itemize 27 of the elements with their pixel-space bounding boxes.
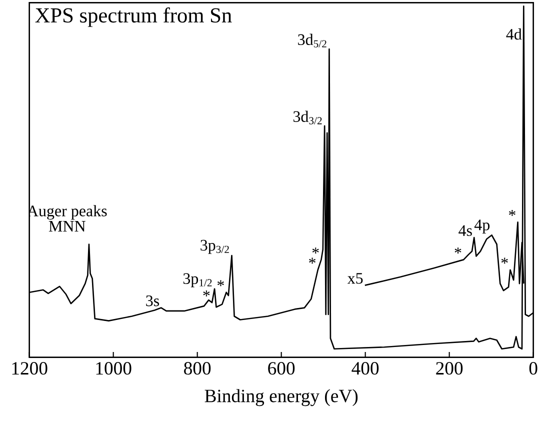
annotation: 3d$_{3/2}$ xyxy=(293,110,322,124)
annotation: x5 xyxy=(347,273,363,284)
annotation: 3p$_{1/2}$ xyxy=(183,273,212,288)
annotation: * xyxy=(217,280,224,286)
x-tick-label: 0 xyxy=(529,362,538,375)
x-tick-label: 1000 xyxy=(96,362,132,375)
x-axis-title: Binding energy (eV) xyxy=(204,389,358,406)
x-tick-label: 1200 xyxy=(12,362,48,375)
annotation: 3s xyxy=(146,295,160,306)
annotation: MNN xyxy=(48,221,86,232)
x-tick-label: 600 xyxy=(268,362,295,375)
chart-title: XPS spectrum from Sn xyxy=(35,7,232,27)
annotation: * xyxy=(312,248,319,254)
x-tick-label: 800 xyxy=(184,362,211,375)
annotation: 4s xyxy=(458,225,472,236)
annotation: 3p$_{3/2}$ xyxy=(200,240,229,254)
x-tick-label: 400 xyxy=(352,362,379,375)
annotation: 4d xyxy=(506,28,522,40)
annotation: 4p xyxy=(474,220,490,234)
annotation: 3d$_{5/2}$ xyxy=(298,34,326,48)
annotation: Auger peaks xyxy=(27,205,107,220)
annotation: * xyxy=(309,258,316,264)
annotation: * xyxy=(501,258,508,264)
annotation: * xyxy=(203,290,210,296)
x-tick-label: 200 xyxy=(436,362,463,375)
annotation: * xyxy=(508,210,516,216)
annotation: * xyxy=(454,248,462,254)
